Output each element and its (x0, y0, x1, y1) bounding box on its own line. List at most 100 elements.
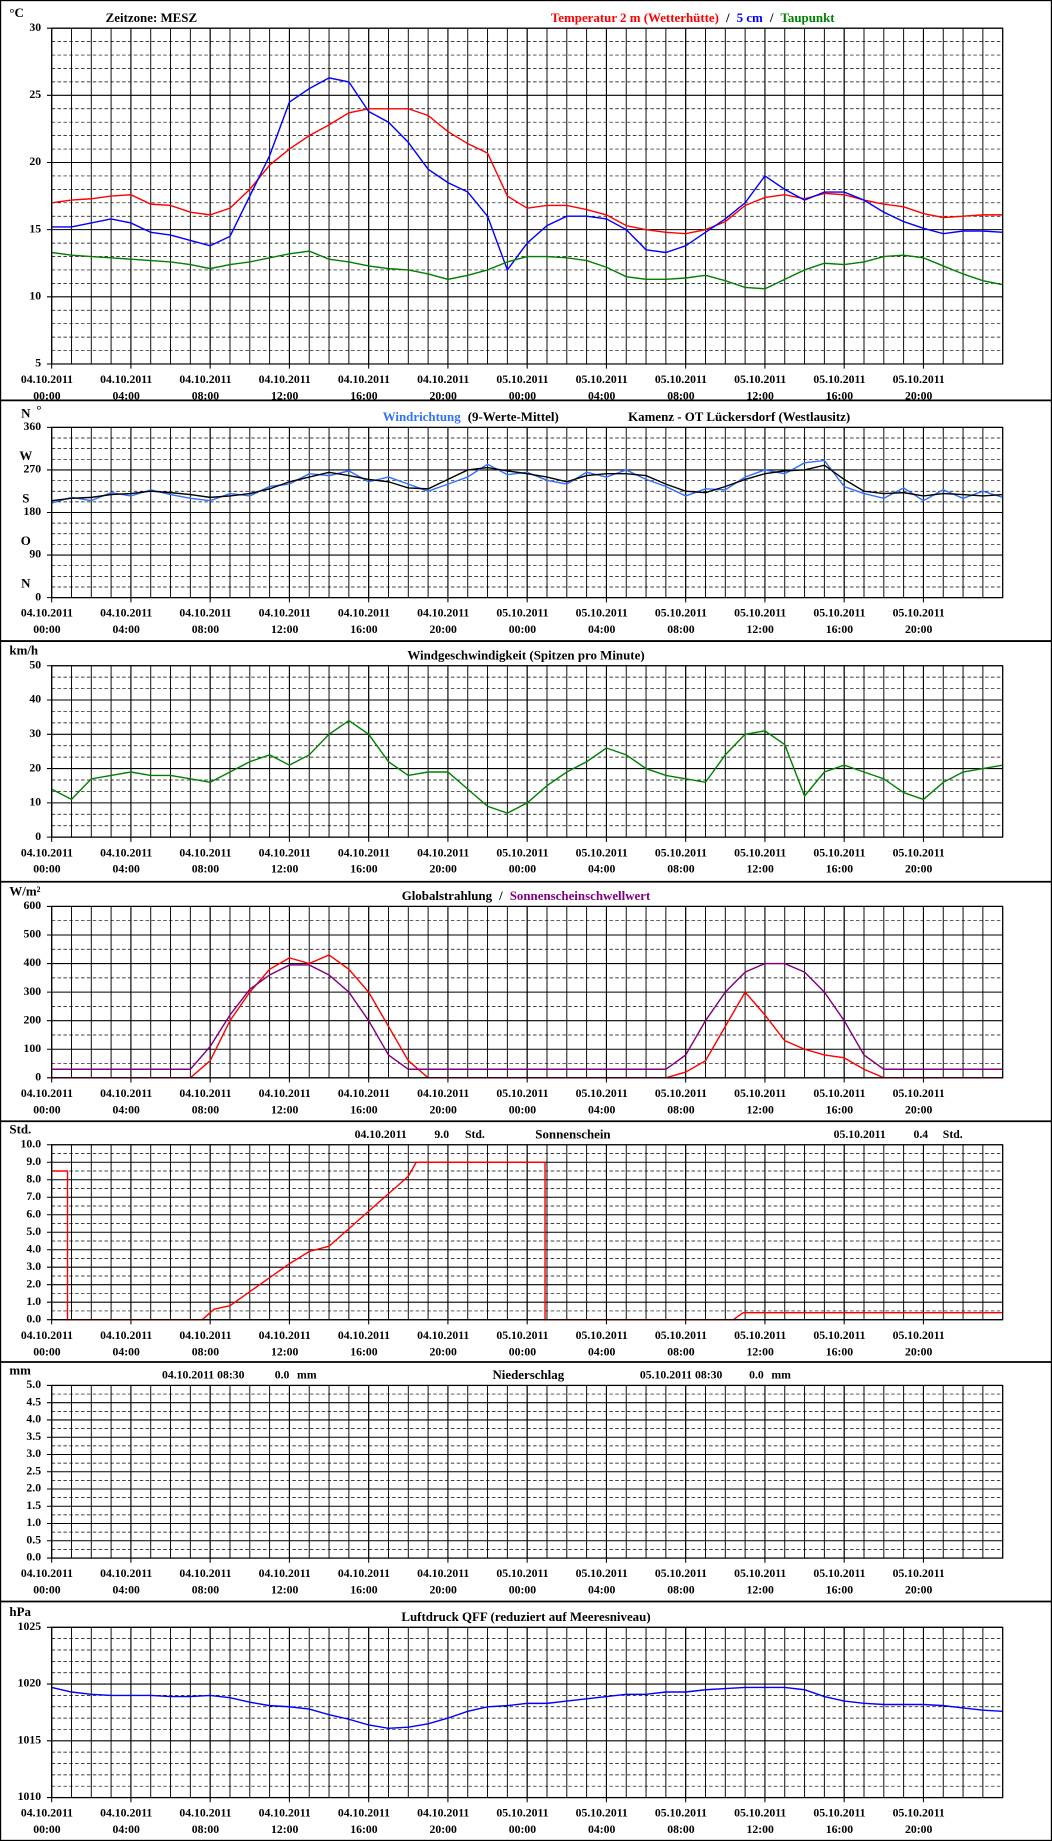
x-tick-time: 04:00 (113, 1823, 141, 1836)
x-tick-date: 05.10.2011 (496, 1329, 548, 1342)
legend-separator: / (725, 10, 730, 25)
y-tick-label: 1.0 (26, 1516, 41, 1529)
x-tick-time: 08:00 (667, 623, 695, 636)
x-tick-date: 04.10.2011 (179, 373, 231, 386)
y-tick-label: 600 (23, 899, 41, 912)
x-tick-date: 05.10.2011 (893, 1087, 945, 1100)
x-tick-date: 05.10.2011 (576, 1807, 628, 1820)
x-tick-date: 05.10.2011 (576, 373, 628, 386)
x-tick-date: 04.10.2011 (259, 1567, 311, 1580)
y-tick-label: 8.0 (26, 1172, 41, 1185)
x-tick-date: 05.10.2011 (893, 1329, 945, 1342)
y-tick-label: 20 (29, 155, 41, 168)
daily-unit: mm (771, 1369, 791, 1382)
legend: Windrichtung (9-Werte-Mittel) (383, 409, 559, 424)
series-line (51, 464, 1003, 502)
x-tick-time: 20:00 (430, 623, 458, 636)
x-tick-time: 16:00 (826, 623, 854, 636)
y-tick-label: 3.0 (26, 1260, 41, 1273)
y-tick-label: 4.0 (26, 1413, 41, 1426)
x-tick-time: 08:00 (667, 1103, 695, 1116)
y-unit: ° (36, 402, 41, 417)
x-tick-date: 04.10.2011 (100, 1567, 152, 1580)
y-tick-label: 3.0 (26, 1447, 41, 1460)
y-tick-label: 2.0 (26, 1482, 41, 1495)
x-tick-date: 04.10.2011 (417, 1087, 469, 1100)
daily-unit: mm (297, 1369, 317, 1382)
plot-frame (51, 1144, 1004, 1321)
x-tick-date: 04.10.2011 (338, 373, 390, 386)
x-tick-date: 04.10.2011 (259, 373, 311, 386)
legend-entry: 5 cm (737, 10, 763, 25)
legend-separator: / (498, 888, 503, 903)
y-tick-label: 90 (29, 548, 41, 561)
y-unit: °C (9, 5, 23, 20)
x-tick-date: 05.10.2011 (576, 607, 628, 620)
x-tick-date: 04.10.2011 (100, 1087, 152, 1100)
plot-frame (51, 665, 1004, 838)
x-tick-date: 05.10.2011 (734, 1567, 786, 1580)
legend-entry: Globalstrahlung (402, 888, 493, 903)
x-tick-time: 16:00 (826, 1345, 854, 1358)
x-tick-date: 05.10.2011 (496, 846, 548, 859)
x-tick-date: 05.10.2011 (655, 373, 707, 386)
x-tick-date: 05.10.2011 (576, 1567, 628, 1580)
x-tick-date: 04.10.2011 (21, 607, 73, 620)
x-tick-time: 00:00 (33, 623, 61, 636)
x-tick-date: 04.10.2011 (179, 1087, 231, 1100)
x-tick-date: 05.10.2011 (893, 607, 945, 620)
x-tick-date: 04.10.2011 (179, 846, 231, 859)
x-tick-time: 04:00 (113, 390, 141, 403)
x-tick-time: 20:00 (430, 1345, 458, 1358)
daily-unit: Std. (943, 1128, 963, 1141)
x-tick-date: 05.10.2011 (655, 1807, 707, 1820)
y-tick-label: 100 (23, 1042, 41, 1055)
x-tick-date: 05.10.2011 (813, 1567, 865, 1580)
x-tick-time: 00:00 (33, 1103, 61, 1116)
y-tick-label: 5 (35, 357, 41, 370)
x-tick-time: 04:00 (588, 623, 616, 636)
direction-label: W (19, 448, 32, 463)
x-tick-date: 04.10.2011 (338, 1567, 390, 1580)
x-tick-time: 16:00 (826, 1103, 854, 1116)
direction-label: S (22, 491, 29, 506)
x-tick-time: 04:00 (588, 1823, 616, 1836)
y-tick-label: 2.0 (26, 1277, 41, 1290)
x-tick-date: 05.10.2011 (655, 1329, 707, 1342)
legend: Temperatur 2 m (Wetterhütte) / 5 cm / Taupun… (551, 10, 835, 25)
daily-value: 0.4 (913, 1128, 928, 1141)
x-tick-time: 12:00 (271, 390, 299, 403)
daily-value: 0.0 (275, 1369, 290, 1382)
x-tick-time: 08:00 (192, 1345, 220, 1358)
x-tick-time: 20:00 (905, 863, 933, 876)
x-tick-time: 16:00 (826, 390, 854, 403)
x-tick-date: 04.10.2011 (21, 1087, 73, 1100)
y-tick-label: 5.0 (26, 1378, 41, 1391)
y-tick-label: 4.5 (26, 1395, 41, 1408)
x-tick-time: 12:00 (271, 1103, 299, 1116)
y-tick-label: 9.0 (26, 1155, 41, 1168)
x-tick-time: 00:00 (509, 863, 537, 876)
x-tick-time: 08:00 (192, 1103, 220, 1116)
x-tick-date: 05.10.2011 (576, 1329, 628, 1342)
x-tick-time: 20:00 (430, 863, 458, 876)
daily-date: 04.10.2011 08:30 (162, 1369, 245, 1382)
x-tick-date: 04.10.2011 (21, 1807, 73, 1820)
x-tick-time: 00:00 (509, 1823, 537, 1836)
station: Kamenz - OT Lückersdorf (Westlausitz) (628, 409, 850, 424)
y-tick-label: 1020 (18, 1677, 42, 1690)
x-tick-time: 00:00 (33, 1584, 61, 1597)
x-tick-time: 04:00 (113, 863, 141, 876)
x-tick-date: 05.10.2011 (655, 1567, 707, 1580)
y-tick-label: 270 (23, 463, 41, 476)
y-tick-label: 10 (29, 290, 41, 303)
x-tick-date: 05.10.2011 (813, 373, 865, 386)
x-tick-date: 04.10.2011 (100, 1807, 152, 1820)
x-tick-time: 08:00 (667, 1345, 695, 1358)
x-tick-date: 04.10.2011 (100, 1329, 152, 1342)
series-line (51, 108, 1003, 235)
x-tick-date: 04.10.2011 (21, 1567, 73, 1580)
x-tick-time: 12:00 (747, 1823, 775, 1836)
y-tick-label: 1025 (18, 1620, 42, 1633)
